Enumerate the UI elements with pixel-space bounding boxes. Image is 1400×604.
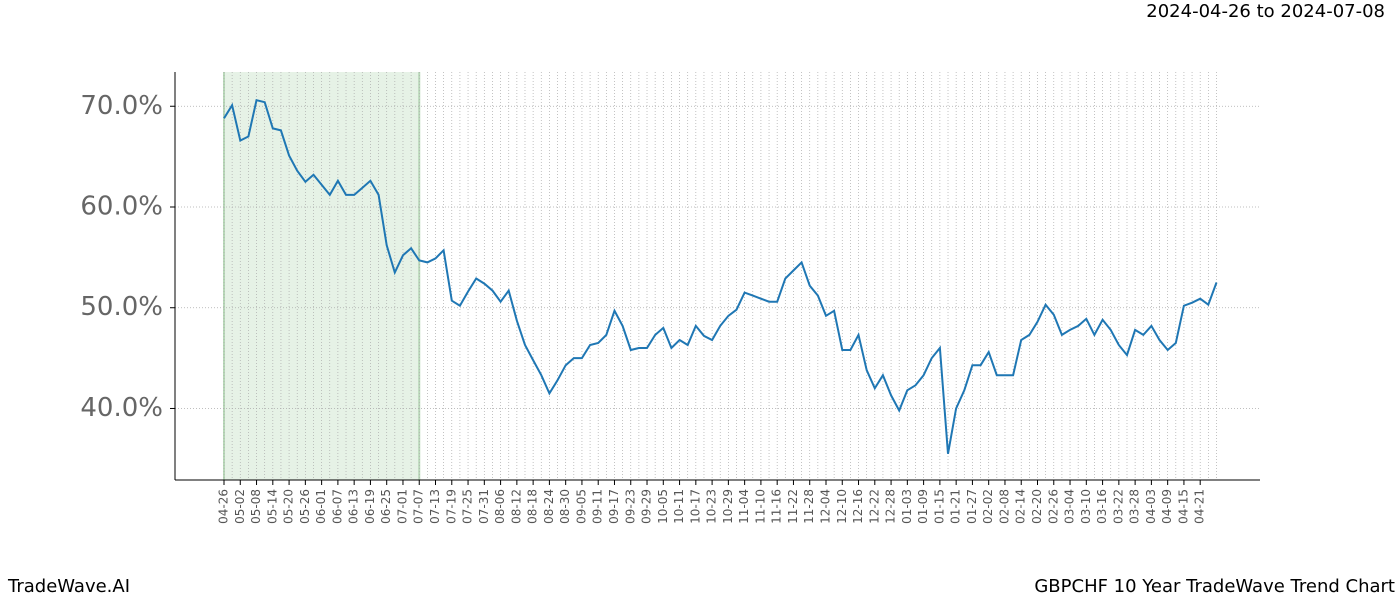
x-tick-label: 09-29 (640, 489, 654, 524)
x-tick-label: 12-28 (884, 489, 898, 524)
x-tick-label: 09-23 (623, 489, 637, 524)
x-tick-label: 03-04 (1063, 489, 1077, 524)
x-tick-label: 06-13 (347, 489, 361, 524)
x-tick-label: 12-10 (835, 489, 849, 524)
x-tick-label: 06-07 (330, 489, 344, 524)
x-tick-label: 06-25 (379, 489, 393, 524)
x-tick-label: 08-06 (493, 489, 507, 524)
x-tick-label: 02-20 (1030, 489, 1044, 524)
x-tick-label: 05-02 (233, 489, 247, 524)
x-tick-label: 03-22 (1111, 489, 1125, 524)
data-line (223, 98, 1218, 454)
chart-title: GBPCHF 10 Year TradeWave Trend Chart (1034, 576, 1395, 597)
x-tick-label: 07-01 (395, 489, 409, 524)
x-tick-label: 10-23 (705, 489, 719, 524)
x-tick-label: 07-19 (444, 489, 458, 524)
x-tick-label: 11-04 (737, 489, 751, 524)
x-tick-label: 08-30 (558, 489, 572, 524)
y-tick-label: 70.0% (80, 91, 163, 121)
x-tick-label: 03-10 (1079, 489, 1093, 524)
x-tick-label: 11-22 (786, 489, 800, 524)
x-tick-label: 07-07 (412, 489, 426, 524)
x-tick-label: 04-26 (217, 489, 231, 524)
x-tick-label: 01-03 (900, 489, 914, 524)
x-tick-label: 05-26 (298, 489, 312, 524)
x-tick-label: 12-22 (867, 489, 881, 524)
x-tick-label: 07-25 (461, 489, 475, 524)
x-tick-label: 05-08 (249, 489, 263, 524)
x-tick-label: 02-02 (981, 489, 995, 524)
x-tick-label: 11-10 (753, 489, 767, 524)
x-tick-label: 05-20 (282, 489, 296, 524)
x-tick-label: 02-14 (1014, 489, 1028, 524)
x-tick-label: 04-09 (1160, 489, 1174, 524)
y-tick-label: 60.0% (80, 191, 163, 221)
y-tick-label: 40.0% (80, 393, 163, 423)
x-tick-label: 08-12 (509, 489, 523, 524)
y-tick-label: 50.0% (80, 292, 163, 322)
x-tick-label: 07-13 (428, 489, 442, 524)
x-tick-label: 04-15 (1176, 489, 1190, 524)
x-tick-label: 12-16 (851, 489, 865, 524)
x-tick-label: 09-11 (591, 489, 605, 524)
x-tick-label: 10-11 (672, 489, 686, 524)
chart-subtitle: 2024-04-26 to 2024-07-08 (1146, 1, 1385, 22)
x-tick-label: 09-17 (607, 489, 621, 524)
x-tick-label: 04-21 (1193, 489, 1207, 524)
x-tick-label: 11-16 (770, 489, 784, 524)
x-tick-label: 01-27 (965, 489, 979, 524)
x-tick-label: 08-18 (526, 489, 540, 524)
x-tick-label: 10-17 (688, 489, 702, 524)
x-tick-label: 02-26 (1046, 489, 1060, 524)
x-tick-label: 06-01 (314, 489, 328, 524)
x-tick-label: 04-03 (1144, 489, 1158, 524)
x-tick-label: 05-14 (265, 489, 279, 524)
x-tick-label: 10-05 (656, 489, 670, 524)
x-tick-label: 11-28 (802, 489, 816, 524)
x-tick-label: 01-09 (916, 489, 930, 524)
x-tick-label: 03-16 (1095, 489, 1109, 524)
x-tick-label: 02-08 (997, 489, 1011, 524)
x-tick-label: 12-04 (818, 489, 832, 524)
x-tick-label: 09-05 (574, 489, 588, 524)
x-tick-label: 08-24 (542, 489, 556, 524)
x-tick-label: 06-19 (363, 489, 377, 524)
x-tick-label: 07-31 (477, 489, 491, 524)
x-tick-label: 10-29 (721, 489, 735, 524)
x-tick-label: 03-28 (1128, 489, 1142, 524)
x-tick-label: 01-15 (932, 489, 946, 524)
x-tick-label: 01-21 (949, 489, 963, 524)
brand: TradeWave.AI (7, 576, 130, 597)
